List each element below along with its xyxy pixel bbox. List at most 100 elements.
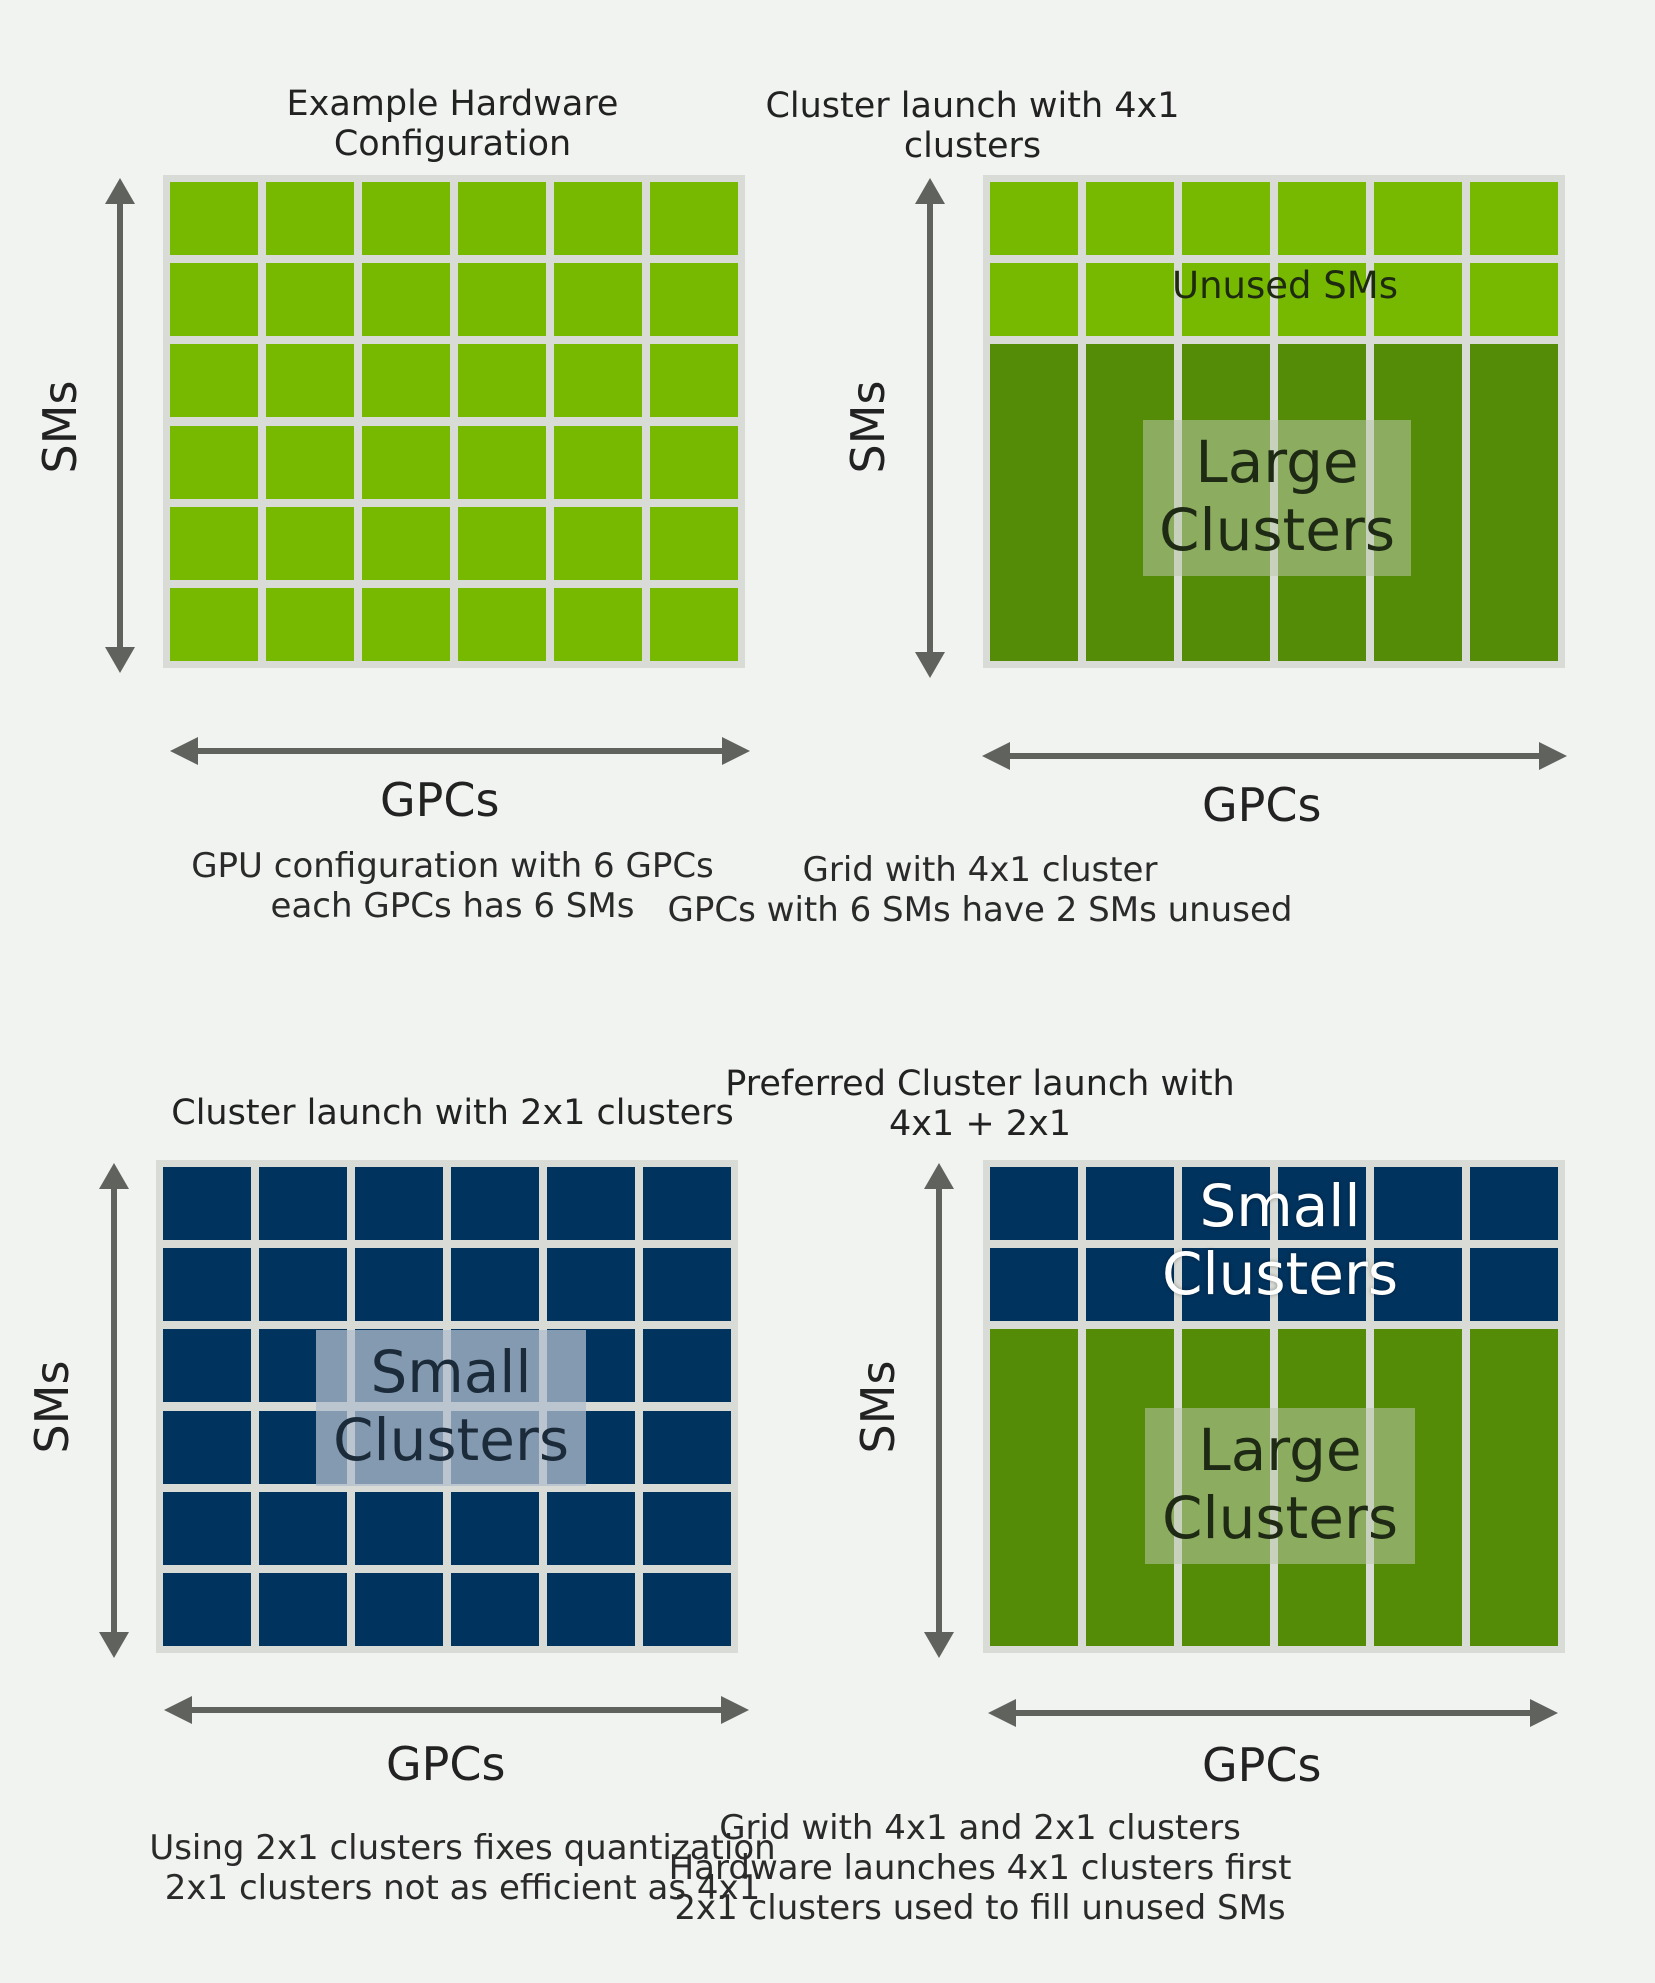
small-cluster-cell [990, 1248, 1078, 1322]
label-line: Small [1199, 1172, 1361, 1240]
small-cluster-cell [259, 1167, 347, 1241]
small-cluster-cell [547, 1572, 635, 1646]
sm-cell [362, 344, 450, 418]
panel-2x1-clusters: Cluster launch with 2x1 clusters Small C… [0, 0, 820, 1908]
sms-axis-label: SMs [851, 1360, 905, 1454]
overlay-line: Clusters [332, 1406, 570, 1474]
sm-cell [650, 587, 738, 661]
small-cluster-cell [643, 1410, 731, 1484]
small-cluster-cell [643, 1572, 731, 1646]
small-cluster-cell [451, 1167, 539, 1241]
unused-sm-cell [990, 182, 1078, 256]
title-line: clusters [903, 126, 1042, 166]
gpcs-axis-arrow [982, 742, 1567, 770]
panel-caption: Grid with 4x1 cluster GPCs with 6 SMs ha… [520, 850, 1440, 930]
sm-cell [362, 182, 450, 256]
sm-cell [554, 587, 642, 661]
sm-cell [554, 182, 642, 256]
sm-cell [362, 506, 450, 580]
overlay-line: Small [370, 1338, 532, 1406]
unused-sm-cell [1086, 182, 1174, 256]
small-cluster-cell [259, 1491, 347, 1565]
sm-grid [983, 1160, 1565, 1653]
small-cluster-cell [643, 1329, 731, 1403]
small-cluster-cell [1086, 1248, 1174, 1322]
sm-cell [458, 263, 546, 337]
sm-cell [554, 344, 642, 418]
unused-sm-cell [1374, 182, 1462, 256]
sm-cell [170, 425, 258, 499]
caption-line: Hardware launches 4x1 clusters first [668, 1848, 1292, 1888]
sm-cell [554, 506, 642, 580]
small-cluster-cell [355, 1572, 443, 1646]
sms-axis-arrow [99, 1163, 129, 1658]
overlay-line: Clusters [1158, 496, 1396, 564]
small-cluster-cell [1470, 1167, 1558, 1241]
small-cluster-cell [643, 1491, 731, 1565]
sm-cell [170, 182, 258, 256]
unused-sm-cell [990, 263, 1078, 337]
small-cluster-cell [163, 1491, 251, 1565]
small-cluster-cell [1182, 1248, 1270, 1322]
sm-cell [266, 425, 354, 499]
panel-title: Cluster launch with 2x1 clusters [0, 1093, 905, 1133]
small-cluster-cell [1374, 1167, 1462, 1241]
panel-preferred-clusters: Preferred Cluster launch with 4x1 + 2x1 … [0, 0, 1565, 1928]
panel-title: Example Hardware Configuration [0, 84, 905, 164]
title-line: Cluster launch with 4x1 [765, 86, 1180, 126]
sm-cell [266, 587, 354, 661]
small-clusters-label: Small Clusters [1120, 1172, 1440, 1308]
gpcs-axis-arrow [170, 737, 750, 765]
gpcs-axis-label: GPCs [386, 1737, 506, 1791]
sm-grid [156, 1160, 738, 1653]
panel-caption: GPU configuration with 6 GPCs each GPCs … [0, 846, 905, 926]
sm-cell [266, 263, 354, 337]
sms-axis-label: SMs [25, 1360, 79, 1454]
sm-cell [458, 506, 546, 580]
large-clusters-label: Large Clusters [1143, 420, 1411, 576]
sm-cell [266, 344, 354, 418]
sm-cell [650, 344, 738, 418]
panel-hardware-config: Example Hardware Configuration SMs GPCs … [0, 0, 820, 990]
sm-cell [170, 506, 258, 580]
overlay-line: Large [1195, 428, 1359, 496]
small-cluster-cell [1374, 1248, 1462, 1322]
overlay-line: Clusters [1161, 1484, 1399, 1552]
unused-sm-cell [1278, 263, 1366, 337]
sm-cell [650, 263, 738, 337]
sms-axis-label: SMs [841, 380, 895, 474]
sm-cell [458, 587, 546, 661]
small-cluster-cell [451, 1248, 539, 1322]
sm-cell [458, 425, 546, 499]
unused-sm-cell [1374, 263, 1462, 337]
sm-cell [266, 182, 354, 256]
large-cluster [990, 344, 1078, 661]
sm-cell [170, 344, 258, 418]
sm-cell [554, 425, 642, 499]
sm-cell [650, 506, 738, 580]
caption-line: Using 2x1 clusters fixes quantization [149, 1828, 776, 1868]
sm-cell [458, 344, 546, 418]
small-cluster-cell [163, 1167, 251, 1241]
small-cluster-cell [163, 1248, 251, 1322]
small-cluster-cell [547, 1167, 635, 1241]
caption-line: GPU configuration with 6 GPCs [191, 846, 714, 886]
gpcs-axis-arrow [988, 1699, 1558, 1727]
small-cluster-cell [1086, 1167, 1174, 1241]
title-line: 4x1 + 2x1 [888, 1104, 1072, 1144]
small-cluster-cell [547, 1248, 635, 1322]
panel-title: Cluster launch with 4x1 clusters [520, 86, 1425, 166]
small-cluster-cell [163, 1410, 251, 1484]
small-cluster-cell [547, 1491, 635, 1565]
unused-sms-label: Unused SMs [1172, 264, 1398, 307]
title-line: Preferred Cluster launch with [725, 1064, 1235, 1104]
small-cluster-cell [1182, 1167, 1270, 1241]
title-line: Cluster launch with 2x1 clusters [171, 1093, 734, 1133]
small-cluster-cell [355, 1248, 443, 1322]
small-cluster-cell [643, 1167, 731, 1241]
sm-cell [458, 182, 546, 256]
title-line: Example Hardware [286, 84, 619, 124]
small-cluster-cell [355, 1167, 443, 1241]
unused-sm-cell [1182, 182, 1270, 256]
small-cluster-cell [990, 1167, 1078, 1241]
